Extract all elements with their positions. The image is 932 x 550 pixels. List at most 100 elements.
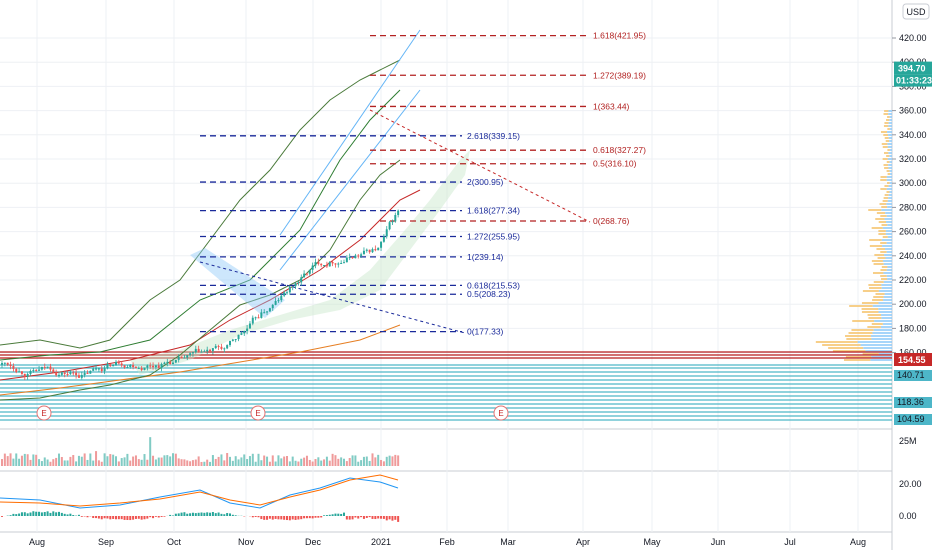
volume-bar	[166, 455, 169, 466]
macd-histogram-bar	[263, 516, 266, 520]
profile-bar	[889, 155, 892, 157]
macd-histogram-bar	[297, 516, 300, 520]
profile-bar	[872, 299, 884, 301]
volume-bar	[277, 455, 280, 466]
macd-histogram-bar	[380, 516, 383, 519]
volume-bar	[9, 453, 12, 466]
y-axis-label: 160.00	[899, 348, 927, 358]
profile-bar	[889, 128, 892, 130]
profile-bar	[881, 206, 888, 208]
candle-body	[20, 371, 23, 374]
candle-body	[368, 249, 371, 253]
profile-bar	[889, 191, 892, 193]
candle-body	[89, 370, 92, 374]
profile-bar	[885, 140, 890, 142]
candle-body	[251, 317, 254, 324]
macd-histogram-bar	[129, 516, 132, 521]
candle-body	[3, 362, 6, 364]
volume-bar	[308, 459, 311, 466]
profile-bar	[871, 356, 892, 358]
candle-body	[77, 375, 80, 378]
profile-bar	[888, 194, 892, 196]
candle-body	[354, 255, 357, 259]
candle-body	[149, 365, 152, 367]
volume-bar	[391, 456, 394, 466]
candle-body	[6, 362, 9, 365]
macd-histogram-bar	[394, 516, 397, 520]
candle-body	[394, 215, 397, 222]
candle-body	[246, 328, 249, 332]
profile-bar	[887, 143, 892, 145]
macd-histogram-bar	[189, 513, 192, 516]
macd-histogram-bar	[343, 512, 345, 516]
volume-bar	[380, 459, 383, 466]
volume-bar	[83, 453, 86, 466]
profile-bar	[887, 158, 892, 160]
x-axis-label: Oct	[167, 537, 182, 547]
macd-histogram-bar	[58, 511, 60, 516]
macd-histogram-bar	[314, 516, 317, 518]
profile-bar	[822, 344, 861, 346]
volume-bar	[154, 459, 157, 466]
profile-bar	[883, 299, 892, 301]
candle-body	[280, 295, 283, 301]
volume-bar	[183, 459, 186, 466]
profile-bar	[888, 185, 892, 187]
profile-bar	[872, 332, 892, 334]
candle-body	[146, 365, 149, 368]
macd-histogram-bar	[357, 516, 360, 519]
candle-body	[303, 273, 306, 278]
profile-bar	[884, 185, 889, 187]
candle-body	[334, 263, 337, 265]
candle-body	[183, 357, 186, 359]
earnings-event-icon[interactable]	[36, 405, 52, 421]
profile-bar	[828, 347, 864, 349]
macd-histogram-bar	[137, 516, 140, 519]
volume-bar	[234, 456, 237, 466]
currency-label: USD	[906, 7, 926, 17]
currency-badge[interactable]	[902, 3, 930, 20]
band-tag	[894, 370, 932, 381]
macd-histogram-bar	[271, 516, 274, 520]
macd-histogram-bar	[360, 516, 363, 518]
profile-bar	[879, 203, 887, 205]
macd-histogram-bar	[397, 516, 400, 522]
volume-bar	[32, 454, 35, 466]
volume-bar	[163, 455, 166, 466]
profile-bar	[889, 119, 892, 121]
volume-bar	[286, 456, 288, 466]
profile-bar	[888, 134, 892, 136]
volume-bar	[331, 453, 334, 466]
profile-bar	[881, 317, 892, 319]
volume-bar	[58, 453, 60, 466]
earnings-event-icon[interactable]	[493, 405, 509, 421]
macd-histogram-bar	[334, 513, 337, 516]
candle-body	[80, 375, 83, 378]
profile-bar	[889, 170, 892, 172]
profile-bar	[888, 197, 892, 199]
earnings-event-icon[interactable]	[250, 405, 266, 421]
profile-bar	[862, 290, 879, 292]
candle-body	[15, 368, 18, 373]
volume-bar	[49, 461, 52, 466]
macd-histogram-bar	[382, 516, 385, 519]
volume-bar	[385, 456, 388, 466]
profile-bar	[848, 332, 873, 334]
macd-histogram-bar	[191, 512, 194, 516]
profile-bar	[869, 239, 882, 241]
macd-histogram-bar	[291, 516, 294, 520]
last-price-tag[interactable]	[894, 61, 932, 75]
macd-histogram-bar	[163, 516, 166, 517]
profile-bar	[885, 233, 892, 235]
profile-bar	[876, 248, 886, 250]
profile-bar	[880, 242, 887, 244]
volume-bar	[280, 458, 283, 466]
volume-axis-label: 25M	[899, 436, 917, 446]
candle-body	[254, 317, 257, 319]
candle-body	[320, 263, 323, 266]
level-tag	[894, 353, 932, 366]
candle-body	[294, 283, 297, 287]
profile-bar	[882, 200, 888, 202]
countdown-tag	[894, 74, 932, 87]
